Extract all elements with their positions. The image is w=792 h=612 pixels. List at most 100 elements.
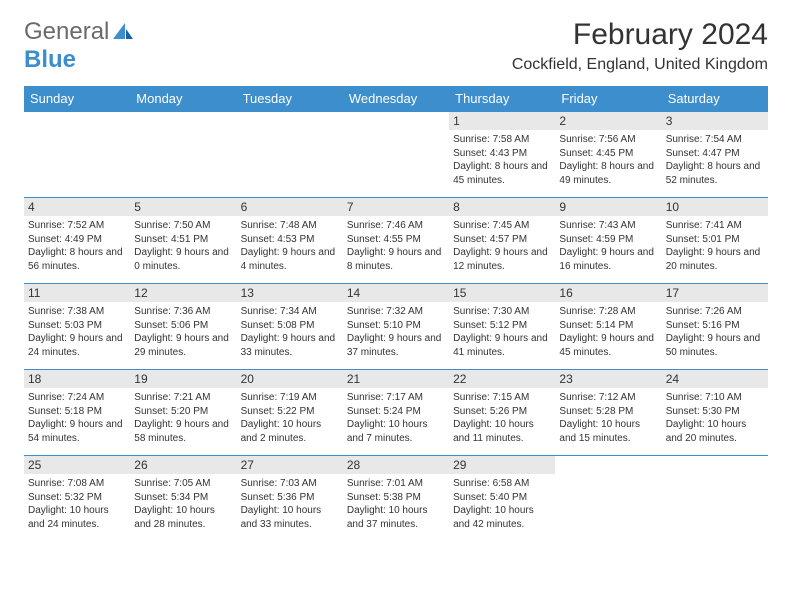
day-text: Daylight: 10 hours and 28 minutes. bbox=[134, 504, 232, 531]
day-cell: 27Sunrise: 7:03 AMSunset: 5:36 PMDayligh… bbox=[237, 456, 343, 542]
sunrise-text: Sunrise: 7:34 AM bbox=[241, 305, 339, 319]
day-text: Daylight: 10 hours and 15 minutes. bbox=[559, 418, 657, 445]
sunset-text: Sunset: 4:49 PM bbox=[28, 233, 126, 247]
sunset-text: Sunset: 5:01 PM bbox=[666, 233, 764, 247]
brand-part2: Blue bbox=[24, 46, 76, 73]
day-cell: 28Sunrise: 7:01 AMSunset: 5:38 PMDayligh… bbox=[343, 456, 449, 542]
sunset-text: Sunset: 4:55 PM bbox=[347, 233, 445, 247]
col-saturday: Saturday bbox=[662, 86, 768, 112]
day-number: 3 bbox=[662, 112, 768, 130]
day-cell bbox=[24, 112, 130, 198]
day-number: 23 bbox=[555, 370, 661, 388]
sunset-text: Sunset: 5:26 PM bbox=[453, 405, 551, 419]
day-cell: 15Sunrise: 7:30 AMSunset: 5:12 PMDayligh… bbox=[449, 284, 555, 370]
day-text: Daylight: 10 hours and 11 minutes. bbox=[453, 418, 551, 445]
day-number: 29 bbox=[449, 456, 555, 474]
day-text: Daylight: 10 hours and 33 minutes. bbox=[241, 504, 339, 531]
day-cell: 8Sunrise: 7:45 AMSunset: 4:57 PMDaylight… bbox=[449, 198, 555, 284]
day-cell bbox=[662, 456, 768, 542]
sunrise-text: Sunrise: 7:43 AM bbox=[559, 219, 657, 233]
day-text: Daylight: 9 hours and 50 minutes. bbox=[666, 332, 764, 359]
day-text: Daylight: 9 hours and 29 minutes. bbox=[134, 332, 232, 359]
sunrise-text: Sunrise: 7:45 AM bbox=[453, 219, 551, 233]
day-cell bbox=[237, 112, 343, 198]
sunrise-text: Sunrise: 7:12 AM bbox=[559, 391, 657, 405]
table-row: 4Sunrise: 7:52 AMSunset: 4:49 PMDaylight… bbox=[24, 198, 768, 284]
day-number: 28 bbox=[343, 456, 449, 474]
day-text: Daylight: 9 hours and 20 minutes. bbox=[666, 246, 764, 273]
sunset-text: Sunset: 5:34 PM bbox=[134, 491, 232, 505]
day-text: Daylight: 9 hours and 8 minutes. bbox=[347, 246, 445, 273]
location: Cockfield, England, United Kingdom bbox=[512, 56, 768, 74]
sail-icon bbox=[113, 22, 135, 50]
calendar: Sunday Monday Tuesday Wednesday Thursday… bbox=[24, 86, 768, 542]
day-number: 15 bbox=[449, 284, 555, 302]
day-number: 21 bbox=[343, 370, 449, 388]
weekday-header-row: Sunday Monday Tuesday Wednesday Thursday… bbox=[24, 86, 768, 112]
sunset-text: Sunset: 5:06 PM bbox=[134, 319, 232, 333]
sunrise-text: Sunrise: 7:28 AM bbox=[559, 305, 657, 319]
day-cell: 7Sunrise: 7:46 AMSunset: 4:55 PMDaylight… bbox=[343, 198, 449, 284]
day-cell: 19Sunrise: 7:21 AMSunset: 5:20 PMDayligh… bbox=[130, 370, 236, 456]
col-sunday: Sunday bbox=[24, 86, 130, 112]
col-thursday: Thursday bbox=[449, 86, 555, 112]
sunset-text: Sunset: 5:28 PM bbox=[559, 405, 657, 419]
day-cell: 3Sunrise: 7:54 AMSunset: 4:47 PMDaylight… bbox=[662, 112, 768, 198]
title-block: February 2024 Cockfield, England, United… bbox=[512, 18, 768, 74]
sunrise-text: Sunrise: 7:19 AM bbox=[241, 391, 339, 405]
sunrise-text: Sunrise: 7:21 AM bbox=[134, 391, 232, 405]
sunrise-text: Sunrise: 7:36 AM bbox=[134, 305, 232, 319]
day-cell bbox=[343, 112, 449, 198]
day-number: 6 bbox=[237, 198, 343, 216]
day-text: Daylight: 10 hours and 20 minutes. bbox=[666, 418, 764, 445]
day-cell: 11Sunrise: 7:38 AMSunset: 5:03 PMDayligh… bbox=[24, 284, 130, 370]
day-text: Daylight: 9 hours and 37 minutes. bbox=[347, 332, 445, 359]
day-number: 9 bbox=[555, 198, 661, 216]
day-text: Daylight: 9 hours and 0 minutes. bbox=[134, 246, 232, 273]
day-cell: 13Sunrise: 7:34 AMSunset: 5:08 PMDayligh… bbox=[237, 284, 343, 370]
day-text: Daylight: 9 hours and 54 minutes. bbox=[28, 418, 126, 445]
sunrise-text: Sunrise: 7:50 AM bbox=[134, 219, 232, 233]
sunrise-text: Sunrise: 7:48 AM bbox=[241, 219, 339, 233]
sunset-text: Sunset: 4:47 PM bbox=[666, 147, 764, 161]
brand-part1: General bbox=[24, 18, 109, 45]
table-row: 18Sunrise: 7:24 AMSunset: 5:18 PMDayligh… bbox=[24, 370, 768, 456]
day-cell: 2Sunrise: 7:56 AMSunset: 4:45 PMDaylight… bbox=[555, 112, 661, 198]
day-cell bbox=[555, 456, 661, 542]
sunrise-text: Sunrise: 7:46 AM bbox=[347, 219, 445, 233]
sunset-text: Sunset: 5:18 PM bbox=[28, 405, 126, 419]
sunset-text: Sunset: 5:40 PM bbox=[453, 491, 551, 505]
day-text: Daylight: 10 hours and 42 minutes. bbox=[453, 504, 551, 531]
day-cell: 20Sunrise: 7:19 AMSunset: 5:22 PMDayligh… bbox=[237, 370, 343, 456]
day-number: 10 bbox=[662, 198, 768, 216]
col-monday: Monday bbox=[130, 86, 236, 112]
sunset-text: Sunset: 4:57 PM bbox=[453, 233, 551, 247]
sunset-text: Sunset: 5:24 PM bbox=[347, 405, 445, 419]
sunrise-text: Sunrise: 7:17 AM bbox=[347, 391, 445, 405]
day-cell: 10Sunrise: 7:41 AMSunset: 5:01 PMDayligh… bbox=[662, 198, 768, 284]
day-cell: 23 Sunrise: 7:12 AMSunset: 5:28 PMDayligh… bbox=[555, 370, 661, 456]
day-text: Daylight: 9 hours and 16 minutes. bbox=[559, 246, 657, 273]
day-cell: 25Sunrise: 7:08 AMSunset: 5:32 PMDayligh… bbox=[24, 456, 130, 542]
table-row: 11Sunrise: 7:38 AMSunset: 5:03 PMDayligh… bbox=[24, 284, 768, 370]
day-cell: 6Sunrise: 7:48 AMSunset: 4:53 PMDaylight… bbox=[237, 198, 343, 284]
day-cell: 18Sunrise: 7:24 AMSunset: 5:18 PMDayligh… bbox=[24, 370, 130, 456]
day-text: Daylight: 8 hours and 56 minutes. bbox=[28, 246, 126, 273]
sunset-text: Sunset: 5:20 PM bbox=[134, 405, 232, 419]
calendar-body: 1Sunrise: 7:58 AMSunset: 4:43 PMDaylight… bbox=[24, 112, 768, 542]
sunrise-text: Sunrise: 7:30 AM bbox=[453, 305, 551, 319]
sunset-text: Sunset: 5:03 PM bbox=[28, 319, 126, 333]
day-cell: 12Sunrise: 7:36 AMSunset: 5:06 PMDayligh… bbox=[130, 284, 236, 370]
sunrise-text: Sunrise: 7:56 AM bbox=[559, 133, 657, 147]
sunset-text: Sunset: 4:45 PM bbox=[559, 147, 657, 161]
col-wednesday: Wednesday bbox=[343, 86, 449, 112]
table-row: 1Sunrise: 7:58 AMSunset: 4:43 PMDaylight… bbox=[24, 112, 768, 198]
day-cell: 4Sunrise: 7:52 AMSunset: 4:49 PMDaylight… bbox=[24, 198, 130, 284]
day-cell bbox=[130, 112, 236, 198]
day-number: 27 bbox=[237, 456, 343, 474]
sunrise-text: Sunrise: 7:10 AM bbox=[666, 391, 764, 405]
day-text: Daylight: 9 hours and 12 minutes. bbox=[453, 246, 551, 273]
day-text: Daylight: 9 hours and 41 minutes. bbox=[453, 332, 551, 359]
day-text: Daylight: 9 hours and 58 minutes. bbox=[134, 418, 232, 445]
day-text: Daylight: 10 hours and 24 minutes. bbox=[28, 504, 126, 531]
